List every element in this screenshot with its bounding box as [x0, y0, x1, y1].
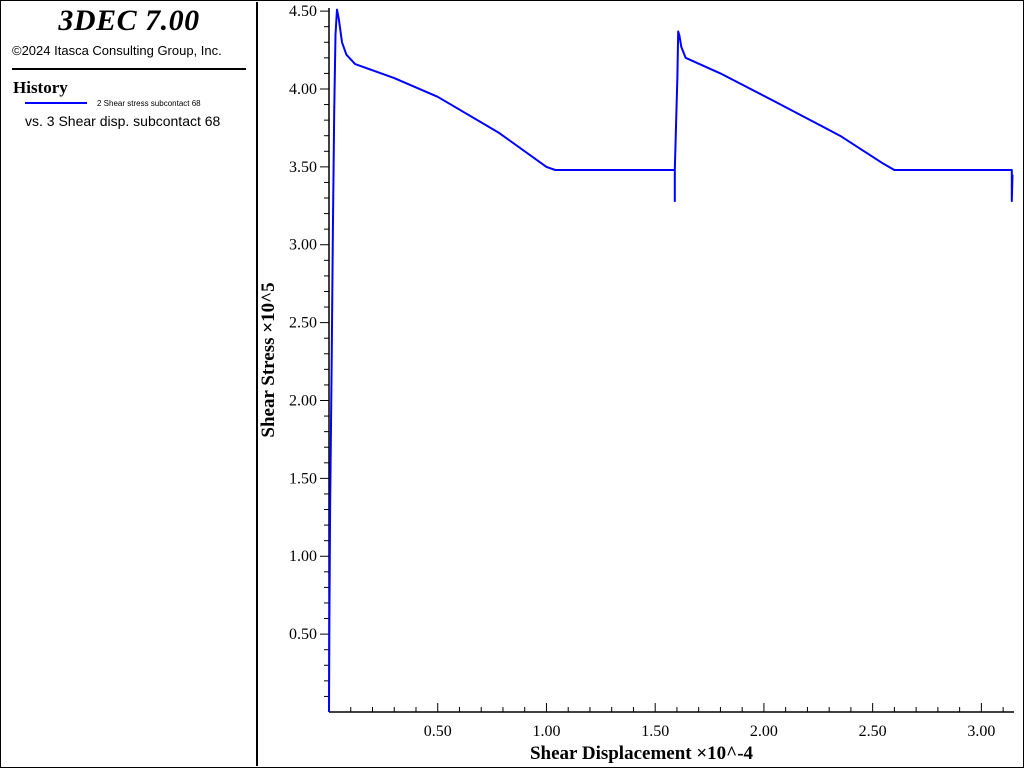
legend-series-label: 2 Shear stress subcontact 68 — [97, 99, 201, 108]
chart-axes — [328, 8, 1014, 713]
x-tick-label: 0.50 — [424, 723, 452, 740]
y-tick-label: 1.00 — [289, 548, 317, 565]
x-tick-label: 2.50 — [859, 723, 887, 740]
copyright-text: ©2024 Itasca Consulting Group, Inc. — [12, 43, 222, 58]
legend-line-swatch — [25, 102, 87, 104]
y-tick-label: 3.00 — [289, 237, 317, 254]
y-tick-label: 2.00 — [289, 392, 317, 409]
series-layer — [328, 8, 1014, 713]
x-tick-label: 1.00 — [532, 723, 560, 740]
x-tick-label: 3.00 — [967, 723, 995, 740]
y-tick-label: 4.00 — [289, 81, 317, 98]
x-tick-label: 2.00 — [750, 723, 778, 740]
y-tick-label: 1.50 — [289, 470, 317, 487]
y-axis-ticks: 0.50 1.00 1.50 2.00 2.50 3.00 3.50 4.00 4.50 — [289, 3, 329, 697]
history-heading: History — [13, 78, 68, 97]
y-tick-label: 3.50 — [289, 159, 317, 176]
y-tick-label: 0.50 — [289, 626, 317, 643]
y-axis-title: Shear Stress ×10^5 — [258, 282, 279, 437]
title-divider — [12, 68, 246, 70]
app-title: 3DEC 7.00 — [58, 4, 200, 37]
y-tick-label: 4.50 — [289, 3, 317, 20]
legend-panel: 3DEC 7.00 ©2024 Itasca Consulting Group,… — [2, 2, 258, 766]
x-axis-ticks: 0.50 1.00 1.50 2.00 2.50 3.00 — [350, 703, 1004, 740]
y-tick-label: 2.50 — [289, 315, 317, 332]
legend-vs-label: vs. 3 Shear disp. subcontact 68 — [25, 113, 221, 129]
x-axis-title: Shear Displacement ×10^-4 — [530, 743, 754, 764]
series-line-0 — [328, 8, 1014, 713]
x-tick-label: 1.50 — [641, 723, 669, 740]
